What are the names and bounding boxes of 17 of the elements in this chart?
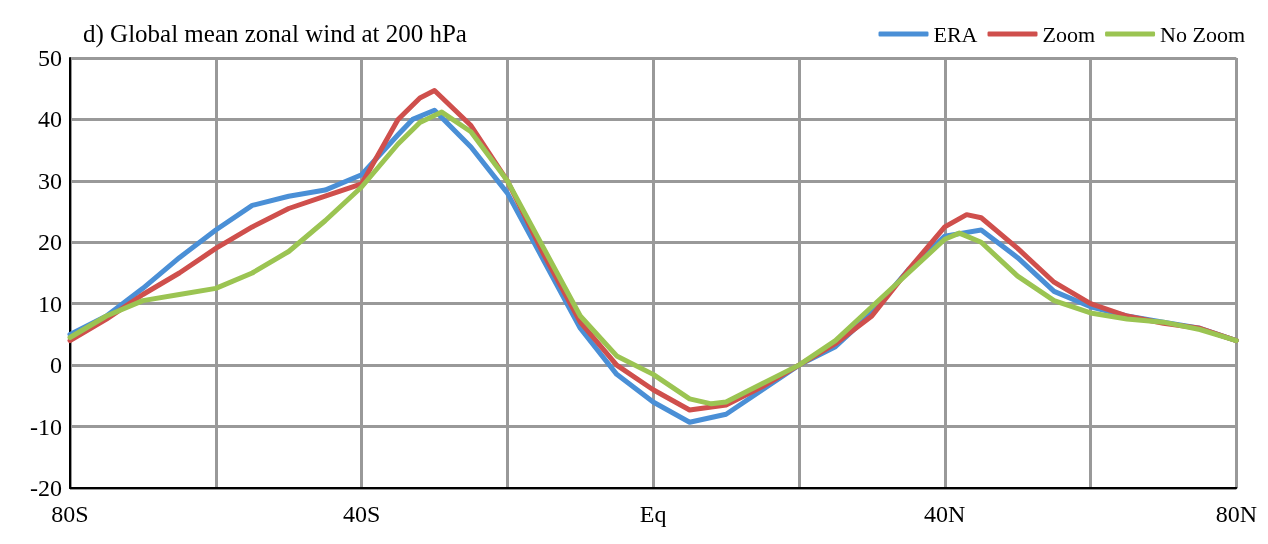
y-tick-label: 20 — [38, 229, 62, 256]
chart-title: d) Global mean zonal wind at 200 hPa — [83, 20, 467, 48]
legend-label: Zoom — [1042, 21, 1096, 47]
y-tick-label: -10 — [30, 413, 62, 440]
x-tick-label: 80N — [1215, 501, 1258, 527]
x-tick-label: Eq — [639, 501, 667, 527]
y-tick-label: -20 — [30, 475, 62, 501]
x-tick-label: 40N — [924, 501, 966, 527]
x-tick-label: 80S — [51, 501, 89, 527]
y-tick-label: 30 — [38, 167, 62, 194]
legend-label: No Zoom — [1160, 21, 1246, 47]
legend-label: ERA — [933, 21, 978, 47]
y-tick-label: 50 — [38, 45, 62, 71]
x-tick-label: 40S — [342, 501, 381, 527]
y-tick-label: 0 — [50, 352, 62, 379]
y-tick-label: 10 — [38, 290, 62, 317]
y-tick-label: 40 — [38, 106, 62, 133]
